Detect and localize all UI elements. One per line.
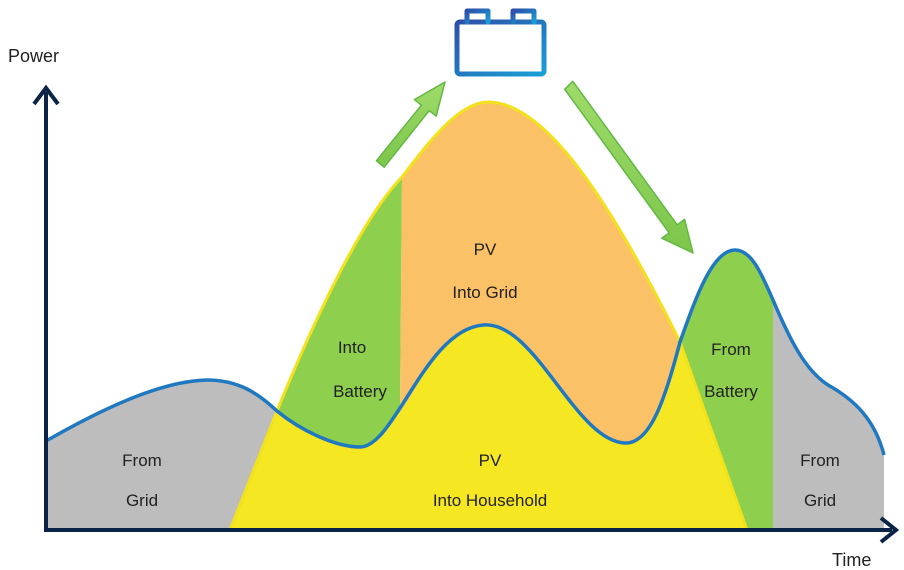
region-from-grid-left xyxy=(46,380,277,530)
label-into-battery-1: Into xyxy=(338,338,366,357)
label-pv-into-grid-1: PV xyxy=(474,240,497,259)
label-from-grid-left-1: From xyxy=(122,451,162,470)
label-from-grid-right-1: From xyxy=(800,451,840,470)
region-pv-into-grid xyxy=(400,102,680,444)
pv-production-outline xyxy=(228,100,749,531)
label-pv-into-grid-2: Into Grid xyxy=(452,283,517,302)
region-pv-into-household xyxy=(230,324,747,530)
x-axis-label: Time xyxy=(832,550,871,570)
label-from-battery-1: From xyxy=(711,340,751,359)
region-into-battery xyxy=(277,177,402,447)
region-from-battery xyxy=(680,250,773,530)
consumption-line xyxy=(45,248,886,456)
y-axis-label: Power xyxy=(8,46,59,66)
label-pv-into-household-2: Into Household xyxy=(433,491,547,510)
axes xyxy=(32,84,900,544)
label-from-grid-left-2: Grid xyxy=(126,491,158,510)
discharge-arrow-icon xyxy=(563,80,694,254)
label-from-grid-right-2: Grid xyxy=(804,491,836,510)
y-axis-arrowhead xyxy=(32,84,60,106)
x-axis-arrowhead xyxy=(879,516,900,544)
label-from-battery-2: Battery xyxy=(704,382,758,401)
label-pv-into-household-1: PV xyxy=(479,451,502,470)
battery-icon xyxy=(454,8,547,77)
label-into-battery-2: Battery xyxy=(333,382,387,401)
charge-arrow-icon xyxy=(375,81,446,168)
